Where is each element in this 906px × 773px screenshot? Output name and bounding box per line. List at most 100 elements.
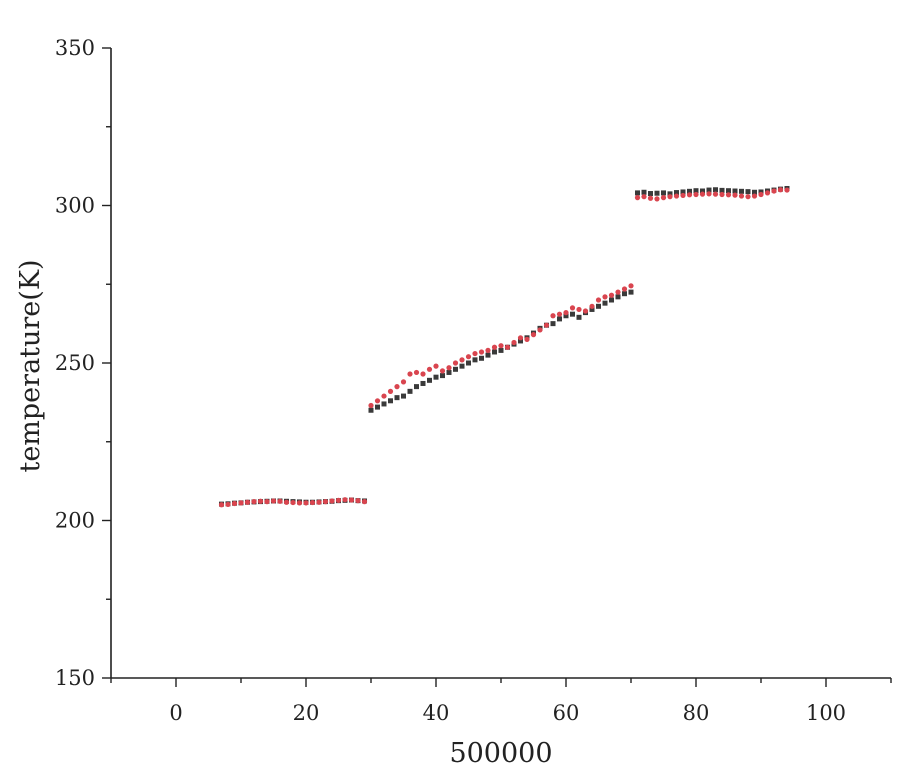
data-point (407, 388, 413, 394)
data-point (420, 380, 426, 386)
data-point (596, 303, 601, 309)
data-point (556, 311, 563, 317)
data-point (693, 191, 699, 198)
data-point (401, 393, 406, 399)
data-point (231, 500, 238, 507)
data-point (621, 286, 628, 292)
data-point (400, 379, 407, 385)
data-point (375, 404, 380, 410)
data-point (582, 308, 589, 314)
data-point (576, 306, 582, 313)
data-point (608, 292, 615, 298)
data-point (452, 360, 459, 366)
data-point (244, 499, 251, 505)
data-point (687, 188, 692, 194)
data-point (660, 195, 667, 201)
data-point (758, 191, 764, 198)
x-axis-title: 500000 (449, 738, 552, 769)
data-point (498, 347, 504, 353)
data-point (218, 502, 225, 508)
data-point (543, 322, 550, 328)
data-point (537, 327, 543, 333)
data-point (459, 357, 465, 363)
data-point (498, 343, 504, 349)
data-point (641, 194, 647, 200)
data-point (485, 352, 491, 358)
data-point (348, 497, 355, 503)
data-point (661, 190, 666, 196)
x-tick-label: 0 (169, 701, 182, 725)
data-point (654, 190, 660, 196)
x-tick-label: 20 (293, 701, 320, 725)
data-point (719, 191, 725, 198)
y-tick-label: 300 (55, 194, 95, 218)
data-point (387, 388, 394, 394)
data-point (257, 498, 264, 504)
data-point (309, 499, 316, 506)
data-point (654, 196, 660, 202)
data-point (472, 357, 478, 363)
data-point (238, 500, 244, 506)
series-layer (218, 185, 790, 508)
data-point (595, 297, 602, 303)
data-point (511, 339, 517, 346)
data-point (674, 190, 679, 196)
data-point (589, 303, 595, 309)
y-axis-title: temperature(K) (15, 259, 46, 472)
x-tick-label: 100 (806, 701, 846, 725)
data-point (368, 402, 374, 409)
data-point (635, 190, 640, 196)
data-point (725, 192, 732, 198)
data-point (485, 347, 491, 353)
data-point (459, 363, 465, 369)
data-point (426, 366, 433, 372)
data-point (472, 350, 478, 357)
x-tick-label: 60 (553, 701, 580, 725)
data-point (374, 398, 381, 404)
data-point (706, 191, 712, 197)
data-point (264, 499, 270, 505)
data-point (225, 501, 231, 508)
data-point (394, 384, 400, 390)
x-tick-label: 80 (683, 701, 710, 725)
data-point (368, 407, 374, 413)
series-2 (218, 187, 790, 508)
data-point (648, 191, 653, 197)
data-point (530, 332, 537, 338)
data-point (355, 498, 361, 504)
y-tick-label: 200 (55, 509, 95, 533)
data-point (700, 188, 705, 194)
data-point (634, 195, 641, 201)
data-point (771, 188, 777, 194)
data-point (686, 192, 693, 198)
data-point (433, 363, 439, 369)
data-point (738, 193, 745, 199)
x-tick-label: 40 (423, 701, 450, 725)
data-point (609, 297, 614, 303)
ticks (102, 47, 892, 687)
data-point (784, 187, 790, 193)
data-point (316, 499, 322, 505)
data-point (439, 368, 446, 374)
data-point (739, 188, 744, 194)
data-point (342, 497, 348, 503)
data-point (446, 365, 452, 371)
data-point (732, 192, 738, 198)
data-point (673, 193, 680, 199)
data-point (413, 369, 420, 376)
data-point (550, 313, 556, 319)
data-point (719, 187, 725, 193)
data-point (361, 499, 368, 505)
data-point (667, 191, 673, 197)
data-point (394, 395, 400, 401)
data-point (680, 189, 686, 195)
y-tick-label: 150 (55, 666, 95, 690)
data-point (706, 187, 712, 193)
data-point (641, 189, 647, 195)
data-point (381, 401, 387, 407)
series-1 (219, 185, 790, 507)
tick-labels: 0 20 40 60 80 100 150 200 250 300 350 (55, 36, 846, 725)
data-point (479, 355, 484, 361)
data-point (270, 498, 277, 504)
